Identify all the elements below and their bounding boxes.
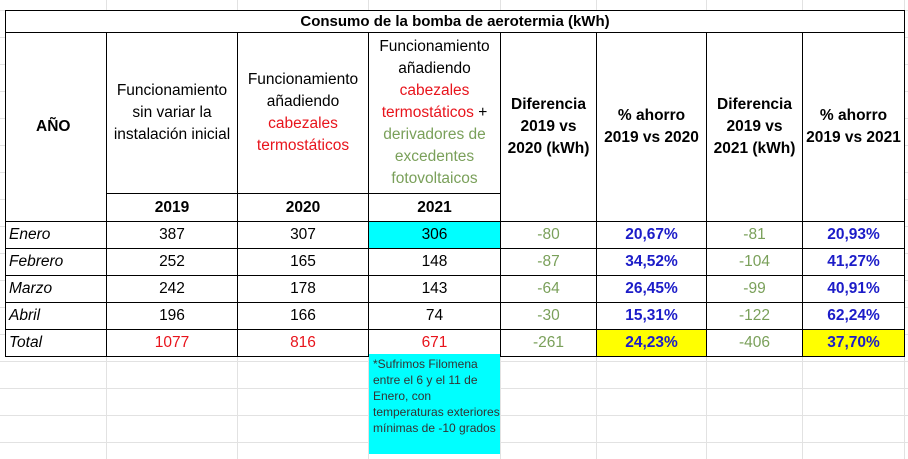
diff-2021[interactable]: -99 (706, 275, 803, 303)
value-2019[interactable]: 196 (106, 302, 238, 330)
saving-2020[interactable]: 15,31% (596, 302, 707, 330)
value-2020[interactable]: 166 (237, 302, 369, 330)
total-row: Total 1077 816 671 -261 24,23% -406 37,7… (5, 329, 905, 357)
saving-2021[interactable]: 62,24% (802, 302, 905, 330)
table-row: Enero 387 307 306 -80 20,67% -81 20,93% (5, 221, 905, 249)
total-diff-2020[interactable]: -261 (500, 329, 597, 357)
diff-2021[interactable]: -81 (706, 221, 803, 249)
diff-2020[interactable]: -64 (500, 275, 597, 303)
value-2020[interactable]: 178 (237, 275, 369, 303)
year-2019[interactable]: 2019 (106, 193, 238, 222)
diff-2021[interactable]: -122 (706, 302, 803, 330)
month-cell[interactable]: Marzo (5, 275, 107, 303)
header-saving-2020[interactable]: % ahorro 2019 vs 2020 (596, 32, 707, 222)
diff-2020[interactable]: -30 (500, 302, 597, 330)
value-2019[interactable]: 252 (106, 248, 238, 276)
value-2021[interactable]: 306 (368, 221, 501, 249)
diff-2020[interactable]: -87 (500, 248, 597, 276)
month-cell[interactable]: Febrero (5, 248, 107, 276)
header-2019[interactable]: Funcionamiento sin variar la instalación… (106, 32, 238, 194)
diff-2020[interactable]: -80 (500, 221, 597, 249)
saving-2020[interactable]: 26,45% (596, 275, 707, 303)
diff-2021[interactable]: -104 (706, 248, 803, 276)
header-2020-text: Funcionamiento añadiendo (247, 71, 359, 110)
value-2021[interactable]: 143 (368, 275, 501, 303)
total-2020[interactable]: 816 (237, 329, 369, 357)
table-row: Marzo 242 178 143 -64 26,45% -99 40,91% (5, 275, 905, 303)
saving-2021[interactable]: 41,27% (802, 248, 905, 276)
header-2019-text: Funcionamiento sin variar la instalación… (113, 82, 231, 143)
total-diff-2021[interactable]: -406 (706, 329, 803, 357)
header-2021[interactable]: Funcionamiento añadiendo cabezales termos… (368, 32, 501, 194)
value-2019[interactable]: 242 (106, 275, 238, 303)
total-saving-2020[interactable]: 24,23% (596, 329, 707, 357)
consumption-table: Consumo de la bomba de aerotermia (kWh) … (5, 10, 905, 357)
table-row: Abril 196 166 74 -30 15,31% -122 62,24% (5, 302, 905, 330)
month-cell[interactable]: Abril (5, 302, 107, 330)
saving-2021[interactable]: 40,91% (802, 275, 905, 303)
total-2019[interactable]: 1077 (106, 329, 238, 357)
header-2021-green: derivadores de excedentes fotovoltaicos (383, 126, 486, 187)
filomena-note[interactable]: *Sufrimos Filomena entre el 6 y el 11 de… (369, 354, 500, 454)
total-2021[interactable]: 671 (368, 329, 501, 357)
year-2020[interactable]: 2020 (237, 193, 369, 222)
header-diff-2020[interactable]: Diferencia 2019 vs 2020 (kWh) (500, 32, 597, 222)
value-2021[interactable]: 148 (368, 248, 501, 276)
header-2021-plus: + (478, 104, 488, 121)
value-2020[interactable]: 307 (237, 221, 369, 249)
header-diff-2021[interactable]: Diferencia 2019 vs 2021 (kWh) (706, 32, 803, 222)
month-cell[interactable]: Enero (5, 221, 107, 249)
header-2020-highlight: cabezales termostáticos (256, 115, 350, 154)
total-label[interactable]: Total (5, 329, 107, 357)
value-2021[interactable]: 74 (368, 302, 501, 330)
year-header[interactable]: AÑO (5, 32, 107, 222)
header-2020[interactable]: Funcionamiento añadiendo cabezales termos… (237, 32, 369, 194)
value-2019[interactable]: 387 (106, 221, 238, 249)
header-2021-highlight: cabezales termostáticos (381, 82, 474, 121)
table-title[interactable]: Consumo de la bomba de aerotermia (kWh) (5, 10, 905, 33)
saving-2020[interactable]: 34,52% (596, 248, 707, 276)
value-2020[interactable]: 165 (237, 248, 369, 276)
total-saving-2021[interactable]: 37,70% (802, 329, 905, 357)
year-2021[interactable]: 2021 (368, 193, 501, 222)
header-2021-text: Funcionamiento añadiendo (379, 38, 490, 77)
saving-2021[interactable]: 20,93% (802, 221, 905, 249)
header-saving-2021[interactable]: % ahorro 2019 vs 2021 (802, 32, 905, 222)
table-row: Febrero 252 165 148 -87 34,52% -104 41,2… (5, 248, 905, 276)
saving-2020[interactable]: 20,67% (596, 221, 707, 249)
